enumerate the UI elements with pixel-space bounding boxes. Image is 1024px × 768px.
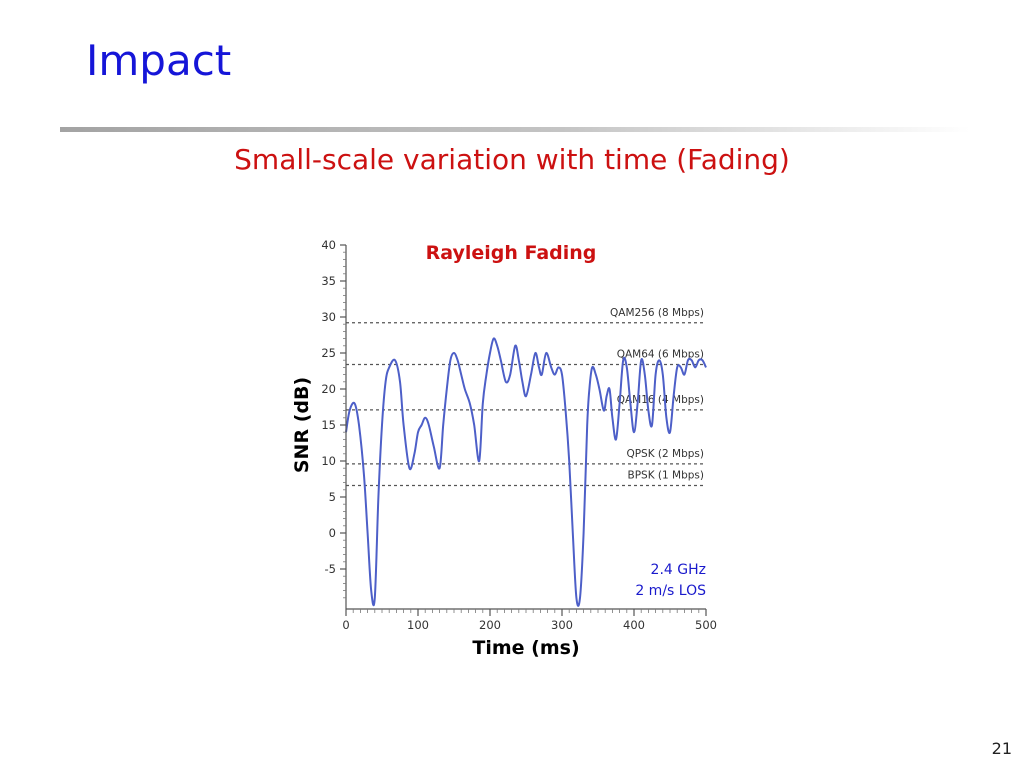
x-tick-label: 500 — [695, 618, 717, 632]
slide-title: Impact — [86, 36, 232, 85]
y-tick-label: 25 — [321, 346, 336, 360]
y-tick-label: 30 — [321, 310, 336, 324]
chart-title: Rayleigh Fading — [426, 242, 597, 264]
threshold-label: BPSK (1 Mbps) — [628, 469, 705, 481]
y-tick-label: 40 — [321, 238, 336, 252]
y-tick-label: 5 — [329, 490, 336, 504]
threshold-lines: QAM256 (8 Mbps)QAM64 (6 Mbps)QAM16 (4 Mb… — [346, 307, 706, 487]
title-divider — [60, 127, 970, 132]
x-tick-label: 200 — [479, 618, 501, 632]
annotation-speed: 2 m/s LOS — [635, 583, 706, 599]
series-group — [345, 337, 707, 607]
threshold-label: QAM64 (6 Mbps) — [617, 349, 704, 361]
y-tick-label: 15 — [321, 418, 336, 432]
threshold-label: QAM256 (8 Mbps) — [610, 307, 704, 319]
x-tick-label: 300 — [551, 618, 573, 632]
y-tick-label: 35 — [321, 274, 336, 288]
y-tick-label: 0 — [329, 526, 336, 540]
annotation-frequency: 2.4 GHz — [651, 562, 706, 578]
snr-series-line — [345, 337, 707, 607]
x-tick-label: 0 — [342, 618, 349, 632]
rayleigh-fading-chart: QAM256 (8 Mbps)QAM64 (6 Mbps)QAM16 (4 Mb… — [291, 238, 717, 659]
page-number: 21 — [991, 739, 1012, 758]
slide-subtitle: Small-scale variation with time (Fading) — [234, 143, 790, 176]
y-tick-label: 10 — [321, 454, 336, 468]
threshold-label: QPSK (2 Mbps) — [626, 448, 704, 460]
y-tick-label: 20 — [321, 382, 336, 396]
x-tick-label: 400 — [623, 618, 645, 632]
y-tick-label: -5 — [325, 562, 336, 576]
x-axis-label: Time (ms) — [472, 637, 579, 659]
y-axis-label: SNR (dB) — [291, 377, 313, 473]
ticks: 40 35 30 25 20 15 10 5 0 -5 0 100 200 300 400 500 — [321, 238, 717, 632]
x-tick-label: 100 — [407, 618, 429, 632]
